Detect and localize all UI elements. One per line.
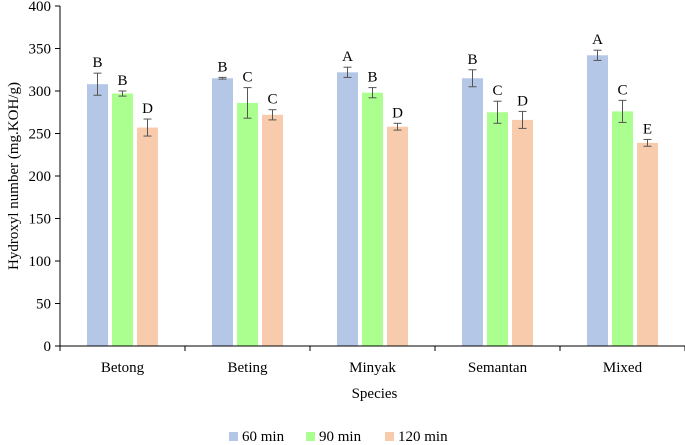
y-tick-label: 350: [29, 42, 52, 58]
error-bar: [468, 69, 477, 88]
x-axis-title: Species: [352, 386, 398, 402]
x-tick-label: Minyak: [349, 360, 396, 376]
error-bar: [143, 118, 152, 137]
y-tick-label: 150: [29, 212, 52, 228]
bar: [487, 112, 508, 346]
x-tick-label: Semantan: [468, 360, 528, 376]
y-axis-title: Hydroxyl number (mg.KOH/g): [6, 82, 22, 270]
error-bar: [93, 72, 102, 96]
x-tick-label: Mixed: [603, 360, 643, 376]
significance-label: A: [342, 49, 353, 65]
x-tick-label: Betong: [101, 360, 145, 376]
error-bar: [243, 87, 252, 119]
legend-item: 60 min: [229, 429, 285, 445]
significance-label: D: [517, 93, 528, 109]
significance-label: B: [467, 52, 477, 68]
error-bar: [393, 122, 402, 131]
bar: [362, 92, 383, 346]
x-axis-category-labels: Betong Beting Minyak Semantan Mixed: [59, 346, 685, 376]
legend-item: 90 min: [306, 429, 362, 445]
significance-label: B: [92, 55, 102, 71]
error-bar: [493, 100, 502, 124]
bar: [237, 102, 258, 347]
y-tick-label: 250: [29, 127, 52, 143]
error-bar: [368, 87, 377, 99]
bar: [137, 127, 158, 346]
error-bar: [593, 49, 602, 61]
legend-label: 60 min: [242, 429, 285, 445]
significance-label: E: [643, 121, 652, 137]
legend-label: 90 min: [319, 429, 362, 445]
significance-label: C: [267, 92, 277, 108]
error-bar: [643, 138, 652, 147]
significance-label: D: [392, 105, 403, 121]
legend: 60 min 90 min 120 min: [229, 429, 448, 445]
significance-label: C: [617, 82, 627, 98]
y-tick-label: 300: [29, 84, 52, 100]
error-bar: [343, 66, 352, 78]
error-bar: [518, 110, 527, 129]
significance-label: A: [592, 32, 603, 48]
significance-label: B: [367, 70, 377, 86]
significance-label: C: [242, 70, 252, 86]
bar: [112, 93, 133, 346]
bar: [387, 126, 408, 346]
bar: [462, 78, 483, 346]
bar: [212, 78, 233, 346]
bar: [587, 55, 608, 347]
legend-item: 120 min: [385, 429, 448, 445]
bar: [637, 142, 658, 346]
error-bar: [618, 99, 627, 123]
legend-swatch: [306, 432, 315, 441]
significance-label: C: [492, 83, 502, 99]
x-tick-label: Beting: [228, 360, 268, 376]
y-tick-label: 200: [29, 169, 52, 185]
y-tick-label: 0: [44, 339, 52, 355]
legend-label: 120 min: [398, 429, 448, 445]
bars: [87, 55, 658, 347]
y-tick-label: 50: [36, 297, 51, 313]
error-bars: [93, 49, 652, 147]
legend-swatch: [385, 432, 394, 441]
bar: [87, 84, 108, 346]
bar: [262, 114, 283, 346]
bar: [337, 72, 358, 347]
significance-label: B: [217, 59, 227, 75]
error-bar: [118, 90, 127, 97]
y-axis-ticks: 0 50 100 150 200 250 300 350 400: [29, 0, 60, 355]
significance-label: B: [117, 73, 127, 89]
y-tick-label: 100: [29, 254, 52, 270]
y-tick-label: 400: [29, 0, 52, 15]
bar: [512, 119, 533, 347]
error-bar: [268, 109, 277, 121]
bar: [612, 111, 633, 347]
error-bar: [218, 76, 227, 80]
significance-label: D: [142, 101, 153, 117]
legend-swatch: [229, 432, 238, 441]
